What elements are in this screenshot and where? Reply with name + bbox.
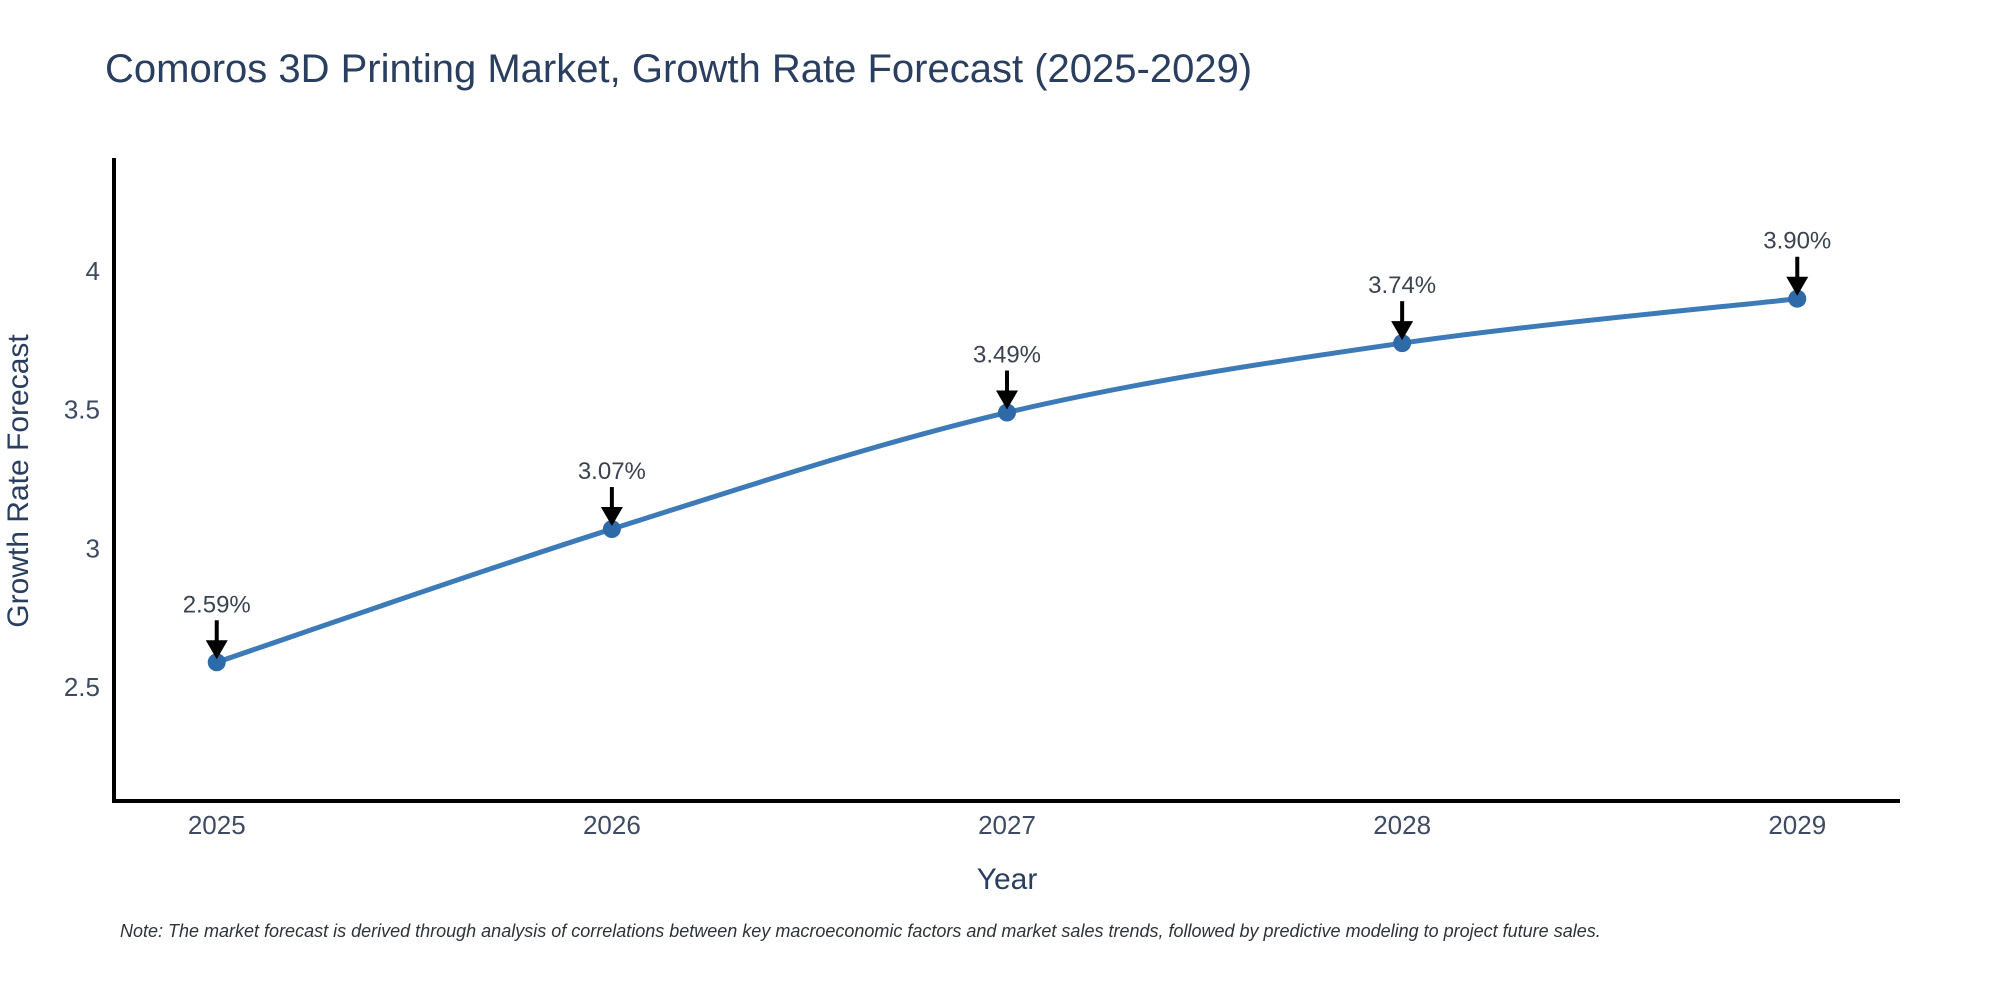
y-axis-title: Growth Rate Forecast bbox=[2, 334, 35, 628]
x-tick-label: 2028 bbox=[1373, 810, 1431, 840]
data-point-marker bbox=[602, 520, 621, 539]
annotation-label: 3.07% bbox=[578, 458, 646, 485]
data-point-marker bbox=[998, 403, 1016, 422]
x-tick-label: 2025 bbox=[188, 810, 246, 840]
x-tick-label: 2026 bbox=[583, 810, 641, 840]
annotation-label: 3.90% bbox=[1763, 228, 1831, 255]
annotation-label: 3.74% bbox=[1368, 272, 1436, 299]
footnote: Note: The market forecast is derived thr… bbox=[120, 921, 1601, 941]
annotation-arrow-head bbox=[205, 640, 228, 660]
x-axis-title: Year bbox=[977, 863, 1038, 896]
data-point-marker bbox=[207, 653, 226, 672]
annotation-arrow-head bbox=[996, 390, 1018, 410]
y-tick-label: 3.5 bbox=[64, 395, 100, 425]
annotation-arrow-head bbox=[1391, 321, 1414, 341]
chart-title: Comoros 3D Printing Market, Growth Rate … bbox=[105, 47, 1252, 91]
y-tick-label: 3 bbox=[86, 533, 100, 563]
data-point-marker bbox=[1788, 289, 1807, 308]
x-tick-label: 2027 bbox=[978, 810, 1036, 840]
plot-area: 2.5 3 3.5 4 2025 2026 2027 2028 2029 2.59% 3.07% 3.… bbox=[64, 158, 1900, 840]
annotation-label: 2.59% bbox=[183, 591, 251, 618]
annotation-arrow-head bbox=[600, 507, 623, 527]
y-tick-label: 2.5 bbox=[64, 672, 100, 702]
annotation-label: 3.49% bbox=[973, 342, 1041, 369]
x-tick-label: 2029 bbox=[1768, 810, 1826, 840]
y-tick-label: 4 bbox=[86, 256, 100, 286]
annotation-arrow-head bbox=[1786, 276, 1809, 296]
data-point-marker bbox=[1393, 334, 1412, 353]
